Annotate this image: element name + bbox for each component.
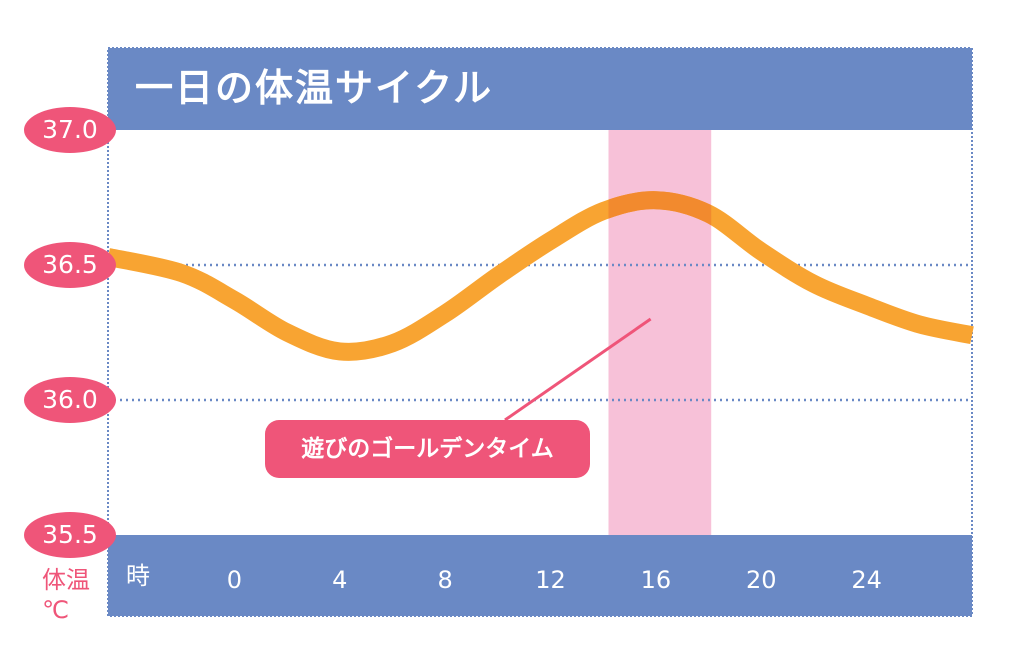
y-tick-label: 37.0 <box>24 107 116 153</box>
x-axis-label: 時 <box>126 562 150 590</box>
chart-title: 一日の体温サイクル <box>135 66 494 110</box>
x-tick-label: 8 <box>437 566 453 594</box>
x-tick-label: 12 <box>535 566 566 594</box>
temperature-line <box>106 191 974 361</box>
x-tick-label: 24 <box>851 566 882 594</box>
plot-area-frame <box>107 47 973 617</box>
y-tick-label: 36.0 <box>24 377 116 423</box>
callout-pointer <box>504 317 652 422</box>
y-axis-label: 体温 <box>42 566 90 594</box>
y-tick-label: 36.5 <box>24 242 116 288</box>
y-axis-unit: ℃ <box>42 596 69 624</box>
golden-time-callout: 遊びのゴールデンタイム <box>265 420 590 478</box>
x-tick-label: 16 <box>640 566 672 594</box>
x-axis-bar <box>108 535 972 616</box>
x-tick-label: 0 <box>226 566 243 594</box>
x-tick-label: 20 <box>745 566 777 594</box>
title-bar <box>108 48 972 130</box>
x-tick-label: 4 <box>332 566 348 594</box>
y-tick-label: 35.5 <box>24 512 116 558</box>
golden-time-band <box>608 130 712 535</box>
